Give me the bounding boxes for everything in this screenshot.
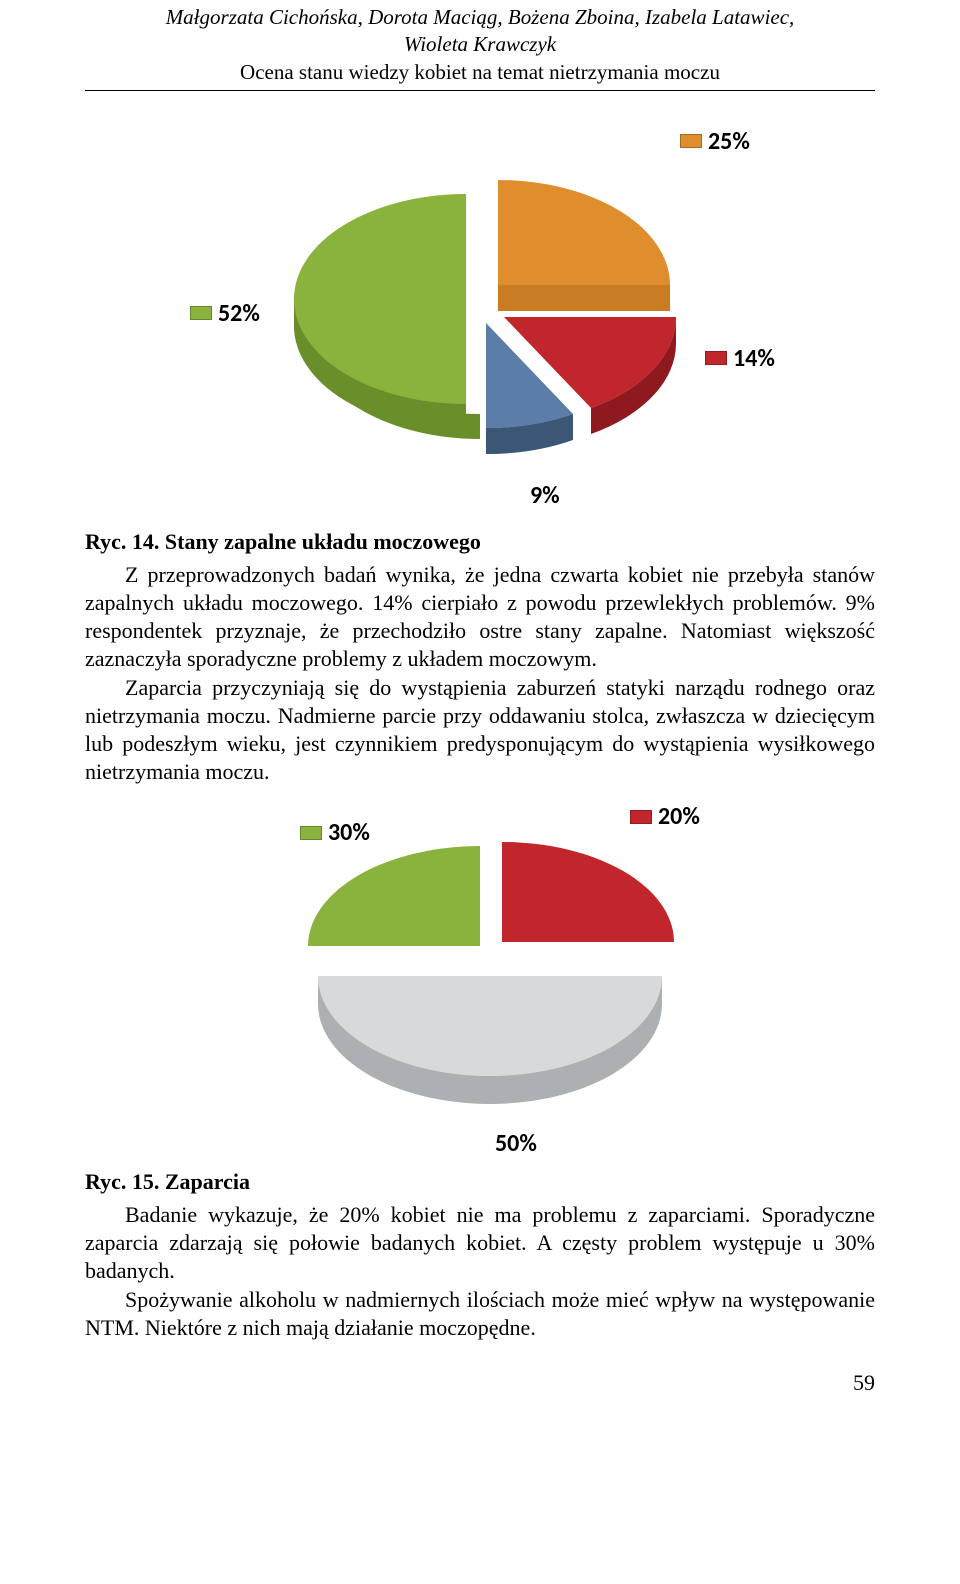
- pie-chart-14: [220, 109, 740, 509]
- legend-9: 9%: [530, 481, 560, 510]
- legend-box-orange-icon: [680, 134, 702, 148]
- legend-50: 50%: [495, 1129, 537, 1158]
- legend-20: 20%: [630, 802, 700, 831]
- chart-14-container: 52% 25% 14% 9%: [100, 109, 860, 519]
- authors-line-1: Małgorzata Cichońska, Dorota Maciąg, Boż…: [85, 4, 875, 31]
- page-header: Małgorzata Cichońska, Dorota Maciąg, Boż…: [85, 0, 875, 86]
- pie-chart-15: [260, 794, 720, 1154]
- legend-14: 14%: [705, 344, 775, 373]
- legend-label-14: 14%: [733, 344, 775, 373]
- legend-box-red-icon: [705, 351, 727, 365]
- legend-label-50: 50%: [495, 1129, 537, 1158]
- legend-label-25: 25%: [708, 127, 750, 156]
- figure-15-title: Ryc. 15. Zaparcia: [85, 1169, 875, 1195]
- legend-label-9: 9%: [530, 481, 560, 510]
- chart-15-container: 30% 20% 50%: [100, 794, 860, 1159]
- para-2b: Spożywanie alkoholu w nadmiernych ilości…: [85, 1286, 875, 1342]
- legend-box-red2-icon: [630, 810, 652, 824]
- legend-label-30: 30%: [328, 818, 370, 847]
- legend-label-52: 52%: [218, 299, 260, 328]
- header-divider: [85, 90, 875, 91]
- legend-box-green2-icon: [300, 826, 322, 840]
- paragraph-block-1: Z przeprowadzonych badań wynika, że jedn…: [85, 561, 875, 786]
- legend-label-20: 20%: [658, 802, 700, 831]
- para-1a: Z przeprowadzonych badań wynika, że jedn…: [85, 561, 875, 674]
- page-number: 59: [85, 1370, 875, 1396]
- paragraph-block-2: Badanie wykazuje, że 20% kobiet nie ma p…: [85, 1201, 875, 1342]
- figure-14-title: Ryc. 14. Stany zapalne układu moczowego: [85, 529, 875, 555]
- legend-52: 52%: [190, 299, 260, 328]
- legend-25: 25%: [680, 127, 750, 156]
- para-2a: Badanie wykazuje, że 20% kobiet nie ma p…: [85, 1201, 875, 1285]
- para-1b: Zaparcia przyczyniają się do wystąpienia…: [85, 674, 875, 787]
- paper-title: Ocena stanu wiedzy kobiet na temat nietr…: [85, 59, 875, 86]
- legend-box-green-icon: [190, 306, 212, 320]
- authors-line-2: Wioleta Krawczyk: [85, 31, 875, 58]
- legend-30: 30%: [300, 818, 370, 847]
